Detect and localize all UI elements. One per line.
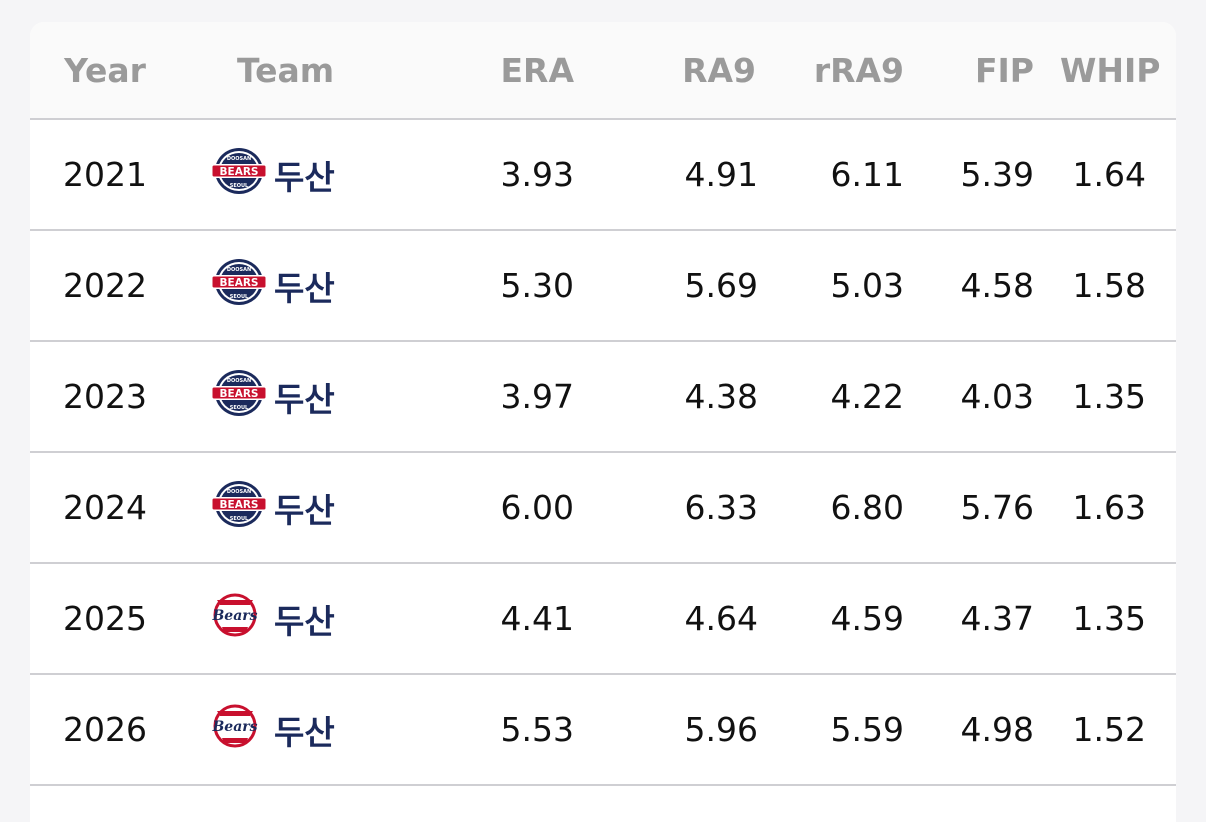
- team-cell[interactable]: DOOSAN BEARS SEOUL 두산: [180, 230, 390, 341]
- whip-cell: 1.63: [1072, 488, 1146, 527]
- fip-cell: 4.03: [960, 377, 1034, 416]
- team-name: 두산: [274, 490, 335, 530]
- table-row: 2023 DOOSAN BEARS SEOUL 두산 3.97 4.38 4.22 …: [30, 341, 1176, 452]
- header-rra9[interactable]: rRA9: [813, 50, 904, 90]
- team-name: 두산: [274, 157, 335, 197]
- logo-text-top: DOOSAN: [227, 156, 251, 162]
- table-row: 2026 Bears 두산 5.53 5.96 5.59 4.98 1.52: [30, 674, 1176, 785]
- ra9-cell: 4.38: [684, 377, 758, 416]
- rra9-cell: 4.22: [830, 377, 904, 416]
- whip-cell: 1.35: [1072, 599, 1146, 638]
- year-cell: 2021: [63, 155, 147, 194]
- team-name: 두산: [274, 268, 335, 308]
- rra9-cell: 6.11: [830, 155, 904, 194]
- doosan-bears-seoul-logo-icon: DOOSAN BEARS SEOUL: [210, 145, 268, 205]
- table-header-row: Year Team ERA RA9 rRA9 FIP WHIP: [30, 22, 1176, 119]
- table-row: 2024 DOOSAN BEARS SEOUL 두산 6.00 6.33 6.80 …: [30, 452, 1176, 563]
- team-cell[interactable]: Bears 두산: [180, 674, 390, 785]
- header-team[interactable]: Team: [237, 50, 335, 90]
- doosan-bears-seoul-logo-icon: DOOSAN BEARS SEOUL: [210, 256, 268, 316]
- era-cell: 5.53: [500, 710, 574, 749]
- fip-cell: 5.76: [960, 488, 1034, 527]
- doosan-bears-seoul-logo-icon: DOOSAN BEARS SEOUL: [210, 478, 268, 538]
- stats-card: Year Team ERA RA9 rRA9 FIP WHIP 2021 DOO…: [30, 22, 1176, 822]
- header-year[interactable]: Year: [64, 50, 146, 90]
- logo-text-top: DOOSAN: [227, 267, 251, 273]
- era-cell: 5.30: [500, 266, 574, 305]
- era-cell: 4.41: [500, 599, 574, 638]
- fip-cell: 4.98: [960, 710, 1034, 749]
- logo-text-bottom: SEOUL: [230, 405, 249, 411]
- era-cell: 6.00: [500, 488, 574, 527]
- ra9-cell: 5.69: [684, 266, 758, 305]
- year-cell: 2022: [63, 266, 147, 305]
- year-cell: 2024: [63, 488, 147, 527]
- rra9-cell: 5.03: [830, 266, 904, 305]
- pitching-stats-table: Year Team ERA RA9 rRA9 FIP WHIP 2021 DOO…: [30, 22, 1176, 786]
- year-cell: 2025: [63, 599, 147, 638]
- rra9-cell: 6.80: [830, 488, 904, 527]
- doosan-bears-script-logo-icon: Bears: [210, 702, 260, 758]
- year-cell: 2026: [63, 710, 147, 749]
- header-fip[interactable]: FIP: [974, 50, 1034, 90]
- logo-text-main: BEARS: [220, 166, 259, 178]
- team-name: 두산: [274, 601, 335, 641]
- team-cell[interactable]: DOOSAN BEARS SEOUL 두산: [180, 119, 390, 230]
- header-ra9[interactable]: RA9: [682, 50, 756, 90]
- logo-text-top: DOOSAN: [227, 378, 251, 384]
- team-cell[interactable]: Bears 두산: [180, 563, 390, 674]
- ra9-cell: 5.96: [684, 710, 758, 749]
- header-whip[interactable]: WHIP: [1060, 50, 1161, 90]
- whip-cell: 1.58: [1072, 266, 1146, 305]
- logo-text-bottom: SEOUL: [230, 516, 249, 522]
- whip-cell: 1.52: [1072, 710, 1146, 749]
- logo-text-top: DOOSAN: [227, 489, 251, 495]
- ra9-cell: 6.33: [684, 488, 758, 527]
- whip-cell: 1.64: [1072, 155, 1146, 194]
- table-row: 2025 Bears 두산 4.41 4.64 4.59 4.37 1.35: [30, 563, 1176, 674]
- doosan-bears-seoul-logo-icon: DOOSAN BEARS SEOUL: [210, 367, 268, 427]
- logo-text-main: Bears: [211, 608, 257, 624]
- header-era[interactable]: ERA: [500, 50, 575, 90]
- year-cell: 2023: [63, 377, 147, 416]
- logo-text-bottom: SEOUL: [230, 294, 249, 300]
- logo-text-main: BEARS: [220, 388, 259, 400]
- doosan-bears-script-logo-icon: Bears: [210, 591, 260, 647]
- team-name: 두산: [274, 712, 335, 752]
- team-name: 두산: [274, 379, 335, 419]
- team-cell[interactable]: DOOSAN BEARS SEOUL 두산: [180, 452, 390, 563]
- fip-cell: 4.37: [960, 599, 1034, 638]
- logo-text-main: BEARS: [220, 277, 259, 289]
- team-cell[interactable]: DOOSAN BEARS SEOUL 두산: [180, 341, 390, 452]
- logo-text-bottom: SEOUL: [230, 183, 249, 189]
- logo-text-main: Bears: [211, 719, 257, 735]
- rra9-cell: 4.59: [830, 599, 904, 638]
- ra9-cell: 4.64: [684, 599, 758, 638]
- logo-text-main: BEARS: [220, 499, 259, 511]
- fip-cell: 4.58: [960, 266, 1034, 305]
- ra9-cell: 4.91: [684, 155, 758, 194]
- whip-cell: 1.35: [1072, 377, 1146, 416]
- fip-cell: 5.39: [960, 155, 1034, 194]
- table-row: 2021 DOOSAN BEARS SEOUL 두산 3.93 4.91 6.11 …: [30, 119, 1176, 230]
- era-cell: 3.97: [500, 377, 574, 416]
- rra9-cell: 5.59: [830, 710, 904, 749]
- table-row: 2022 DOOSAN BEARS SEOUL 두산 5.30 5.69 5.03 …: [30, 230, 1176, 341]
- era-cell: 3.93: [500, 155, 574, 194]
